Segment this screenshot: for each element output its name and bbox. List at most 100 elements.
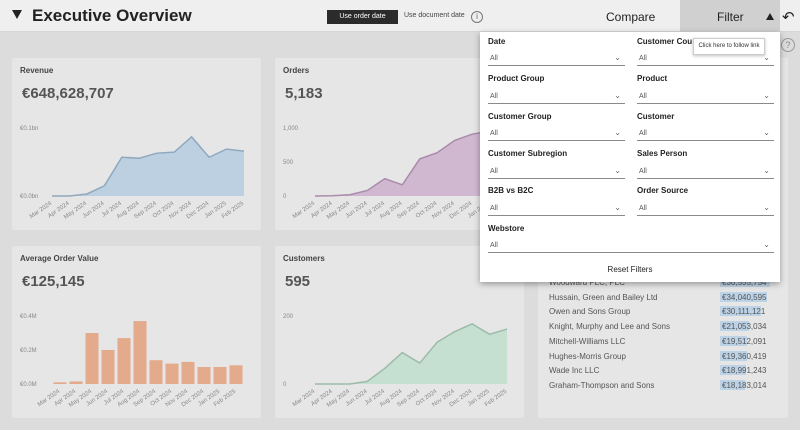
value-bar bbox=[720, 277, 770, 287]
chevron-down-icon: ⌄ bbox=[614, 91, 621, 100]
link-tooltip: Click here to follow link bbox=[693, 38, 765, 55]
filter-tab[interactable]: Filter bbox=[680, 0, 780, 32]
filter-label-product: Product bbox=[637, 74, 668, 83]
compare-button[interactable]: Compare bbox=[606, 10, 656, 24]
customer-country-dropdown[interactable]: All ⌄ bbox=[637, 50, 774, 66]
chevron-down-icon: ⌄ bbox=[614, 128, 621, 137]
bar bbox=[197, 367, 211, 384]
y-tick-label: 1,000 bbox=[283, 126, 299, 132]
dropdown-value: All bbox=[490, 130, 498, 137]
sales-person-dropdown[interactable]: All ⌄ bbox=[637, 163, 774, 179]
chevron-down-icon: ⌄ bbox=[763, 166, 770, 175]
y-tick-label: €0.1bn bbox=[20, 126, 38, 132]
y-tick-label: €0.2M bbox=[20, 348, 37, 354]
filter-label-customer: Customer bbox=[637, 112, 675, 121]
customer-name[interactable]: Owen and Sons Group bbox=[549, 307, 631, 317]
product-group-dropdown[interactable]: All ⌄ bbox=[488, 88, 625, 104]
value-bar bbox=[720, 335, 747, 346]
chevron-down-icon: ⌄ bbox=[763, 91, 770, 100]
value-bar bbox=[720, 350, 747, 361]
bar bbox=[133, 321, 147, 384]
bar bbox=[85, 333, 99, 384]
bar bbox=[53, 382, 67, 384]
card-title: Customers bbox=[283, 254, 325, 263]
customer-revenue: €18,183,014 bbox=[722, 380, 767, 390]
undo-icon[interactable]: ↶ bbox=[782, 9, 795, 26]
card-title: Orders bbox=[283, 66, 310, 75]
dropdown-value: All bbox=[639, 93, 647, 100]
y-tick-label: €0.4M bbox=[20, 314, 37, 320]
area-fill bbox=[315, 128, 507, 196]
customer-group-dropdown[interactable]: All ⌄ bbox=[488, 125, 625, 141]
customer-name[interactable]: Graham-Thompson and Sons bbox=[549, 380, 655, 390]
product-dropdown[interactable]: All ⌄ bbox=[637, 88, 774, 104]
customer-name[interactable]: Hussain, Green and Bailey Ltd bbox=[549, 292, 658, 302]
card-title: Average Order Value bbox=[20, 254, 99, 263]
filter-label-webstore: Webstore bbox=[488, 224, 525, 233]
aov-card: Average Order Value €125,145 €0.4M €0.2M €… bbox=[12, 246, 261, 418]
card-value: 595 bbox=[285, 273, 311, 290]
info-icon[interactable]: i bbox=[471, 11, 483, 23]
customer-name[interactable]: Mitchell-Williams LLC bbox=[549, 336, 626, 346]
customer-revenue: €30,111,121 bbox=[722, 307, 766, 317]
filter-label-date: Date bbox=[488, 37, 506, 46]
dropdown-value: All bbox=[490, 242, 498, 249]
series-line bbox=[314, 127, 508, 197]
customer-name[interactable]: Wade Inc LLC bbox=[549, 366, 600, 376]
series-line bbox=[52, 135, 245, 197]
filter-panel: Date All ⌄ Customer Cou All ⌄ Product Grou… bbox=[480, 32, 780, 282]
value-bar bbox=[720, 365, 746, 376]
filter-label-b2b-b2c: B2B vs B2C bbox=[488, 186, 534, 195]
value-bar bbox=[720, 291, 767, 302]
bar bbox=[229, 365, 243, 384]
dropdown-value: All bbox=[490, 93, 498, 100]
chevron-down-icon: ⌄ bbox=[763, 128, 770, 137]
filter-label-product-group: Product Group bbox=[488, 74, 545, 83]
header-bar: Executive Overview Use order date Use do… bbox=[0, 0, 800, 32]
bar bbox=[69, 381, 83, 384]
bar bbox=[117, 338, 131, 384]
reset-filters-button[interactable]: Reset Filters bbox=[607, 265, 653, 274]
bar bbox=[213, 367, 227, 384]
chevron-down-icon: ⌄ bbox=[763, 240, 770, 249]
help-icon[interactable]: ? bbox=[781, 38, 795, 52]
filter-label: Filter bbox=[717, 10, 744, 24]
customer-name[interactable]: Knight, Murphy and Lee and Sons bbox=[549, 322, 670, 332]
chevron-down-icon: ⌄ bbox=[614, 53, 621, 62]
bar bbox=[165, 363, 179, 384]
area-fill bbox=[52, 136, 244, 196]
filter-label-customer-subregion: Customer Subregion bbox=[488, 149, 568, 158]
card-value: €125,145 bbox=[22, 273, 85, 290]
dropdown-value: All bbox=[639, 55, 647, 62]
customer-dropdown[interactable]: All ⌄ bbox=[637, 125, 774, 141]
chevron-up-icon[interactable] bbox=[766, 13, 774, 20]
chevron-down-icon: ⌄ bbox=[614, 166, 621, 175]
customer-name[interactable]: Woodward PLC, PLC bbox=[549, 278, 625, 287]
filter-label-sales-person: Sales Person bbox=[637, 149, 688, 158]
date-dropdown[interactable]: All ⌄ bbox=[488, 50, 625, 66]
webstore-dropdown[interactable]: All ⌄ bbox=[488, 237, 774, 253]
filter-label-customer-group: Customer Group bbox=[488, 112, 552, 121]
dropdown-value: All bbox=[639, 205, 647, 212]
b2b-b2c-dropdown[interactable]: All ⌄ bbox=[488, 200, 625, 216]
use-document-date-button[interactable]: Use document date bbox=[404, 12, 465, 19]
customer-name[interactable]: Hughes-Morris Group bbox=[549, 351, 626, 361]
collapse-caret-icon[interactable] bbox=[12, 10, 22, 19]
customer-revenue: €19,360,419 bbox=[722, 351, 767, 361]
dropdown-value: All bbox=[490, 205, 498, 212]
customer-revenue: €19,512,091 bbox=[722, 336, 767, 346]
card-value: €648,628,707 bbox=[22, 85, 114, 102]
customer-subregion-dropdown[interactable]: All ⌄ bbox=[488, 163, 625, 179]
order-source-dropdown[interactable]: All ⌄ bbox=[637, 200, 774, 216]
page-title: Executive Overview bbox=[32, 6, 192, 25]
use-order-date-button[interactable]: Use order date bbox=[327, 10, 398, 24]
chevron-down-icon: ⌄ bbox=[614, 203, 621, 212]
y-tick-label: 0 bbox=[283, 194, 287, 200]
revenue-card: Revenue €648,628,707 €0.1bn €0.0bn Mar 202… bbox=[12, 58, 261, 230]
y-tick-label: 500 bbox=[283, 160, 294, 166]
chevron-down-icon: ⌄ bbox=[763, 53, 770, 62]
customer-revenue: €36,555,754 bbox=[722, 278, 767, 287]
